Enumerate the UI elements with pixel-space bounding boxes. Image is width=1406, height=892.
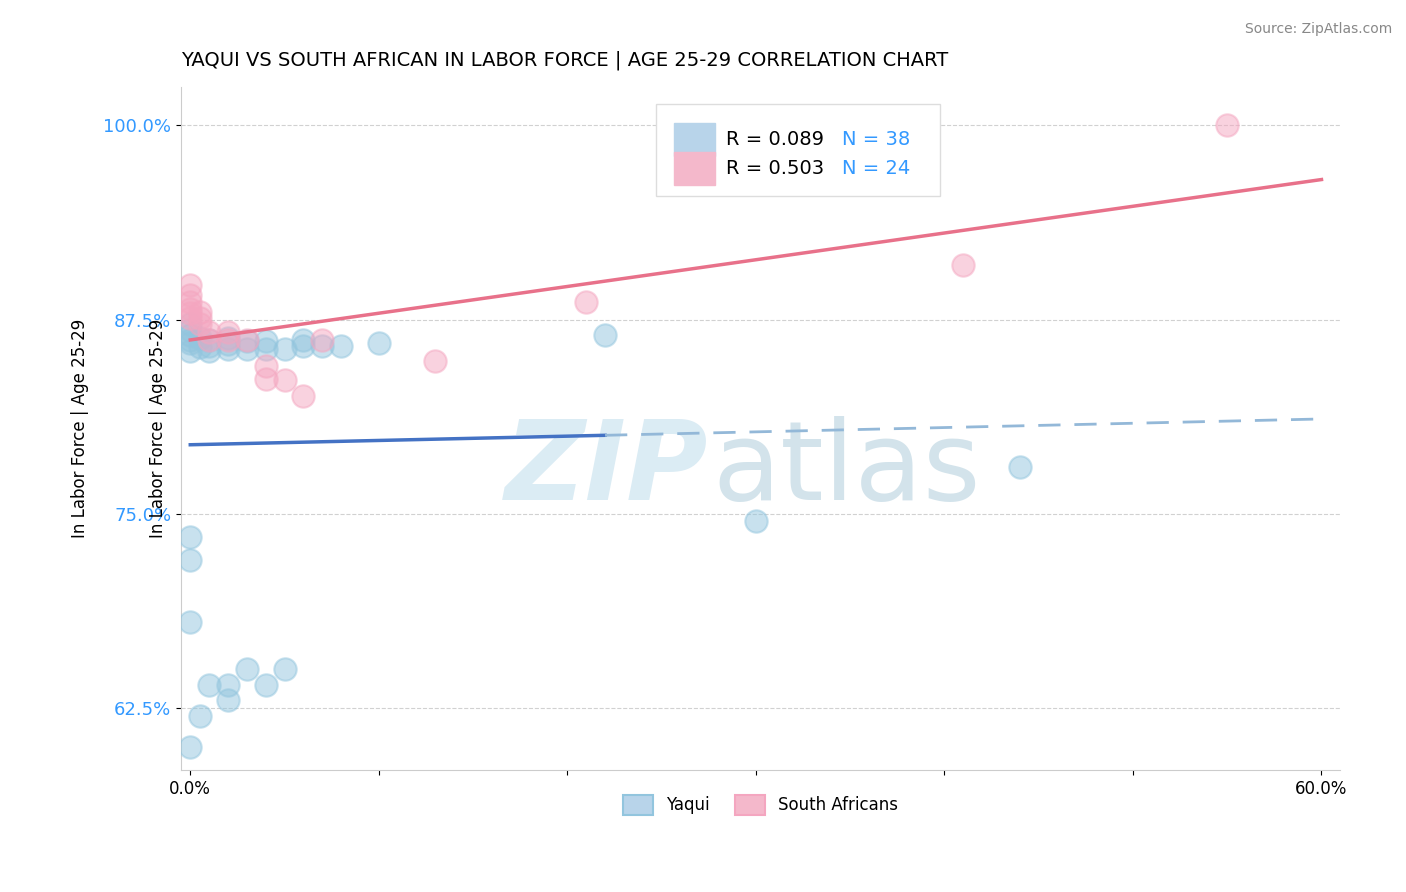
Point xyxy=(198,677,221,691)
Text: N = 24: N = 24 xyxy=(842,159,910,178)
Point xyxy=(330,339,353,353)
Point xyxy=(179,333,201,347)
Point xyxy=(198,333,221,347)
Point xyxy=(179,335,201,350)
Point xyxy=(188,310,211,325)
Point xyxy=(188,304,211,318)
Point xyxy=(1008,460,1031,475)
Point xyxy=(188,331,211,345)
Text: N = 38: N = 38 xyxy=(842,130,910,149)
Point xyxy=(179,310,201,325)
FancyBboxPatch shape xyxy=(673,123,716,156)
Point xyxy=(311,333,333,347)
Point xyxy=(254,342,277,356)
Point xyxy=(179,306,201,320)
Legend: Yaqui, South Africans: Yaqui, South Africans xyxy=(614,786,907,823)
Text: Source: ZipAtlas.com: Source: ZipAtlas.com xyxy=(1244,22,1392,37)
Text: ZIP: ZIP xyxy=(505,416,709,523)
Point xyxy=(292,339,315,353)
Point xyxy=(273,342,295,356)
Point xyxy=(217,677,239,691)
Point xyxy=(236,334,259,349)
Point xyxy=(745,515,768,529)
Point xyxy=(198,343,221,358)
Point xyxy=(217,342,239,356)
Point xyxy=(217,333,239,347)
Point xyxy=(593,328,616,343)
Point xyxy=(292,333,315,347)
Point xyxy=(236,342,259,356)
Point xyxy=(188,317,211,331)
Point xyxy=(198,339,221,353)
Point xyxy=(188,708,211,723)
Point xyxy=(179,530,201,544)
Point xyxy=(254,677,277,691)
Point xyxy=(217,693,239,707)
Point xyxy=(179,301,201,316)
Point xyxy=(575,295,598,310)
Point xyxy=(179,295,201,310)
Y-axis label: In Labor Force | Age 25-29: In Labor Force | Age 25-29 xyxy=(72,318,89,538)
Point xyxy=(179,287,201,301)
Point xyxy=(217,331,239,345)
Point xyxy=(179,317,201,331)
FancyBboxPatch shape xyxy=(657,103,941,196)
Point xyxy=(179,615,201,630)
Point xyxy=(179,553,201,567)
Text: R = 0.503: R = 0.503 xyxy=(725,159,824,178)
Point xyxy=(179,278,201,293)
Point xyxy=(254,371,277,385)
Point xyxy=(179,343,201,358)
Y-axis label: In Labor Force | Age 25-29: In Labor Force | Age 25-29 xyxy=(149,318,167,538)
Point xyxy=(367,335,389,350)
Text: atlas: atlas xyxy=(711,416,980,523)
Point xyxy=(254,334,277,349)
Point xyxy=(179,739,201,754)
Point xyxy=(198,325,221,339)
Point xyxy=(273,373,295,387)
Point xyxy=(254,359,277,373)
Point xyxy=(952,258,974,272)
Point xyxy=(273,662,295,676)
Point xyxy=(425,354,447,368)
Text: YAQUI VS SOUTH AFRICAN IN LABOR FORCE | AGE 25-29 CORRELATION CHART: YAQUI VS SOUTH AFRICAN IN LABOR FORCE | … xyxy=(181,51,948,70)
Point xyxy=(217,325,239,339)
Point xyxy=(198,333,221,347)
Text: R = 0.089: R = 0.089 xyxy=(725,130,824,149)
Point xyxy=(236,662,259,676)
Point xyxy=(311,339,333,353)
Point xyxy=(217,337,239,351)
Point xyxy=(1216,119,1239,133)
Point xyxy=(179,323,201,337)
Point xyxy=(179,328,201,343)
Point xyxy=(236,333,259,347)
Point xyxy=(188,341,211,355)
Point xyxy=(292,389,315,403)
FancyBboxPatch shape xyxy=(673,153,716,185)
